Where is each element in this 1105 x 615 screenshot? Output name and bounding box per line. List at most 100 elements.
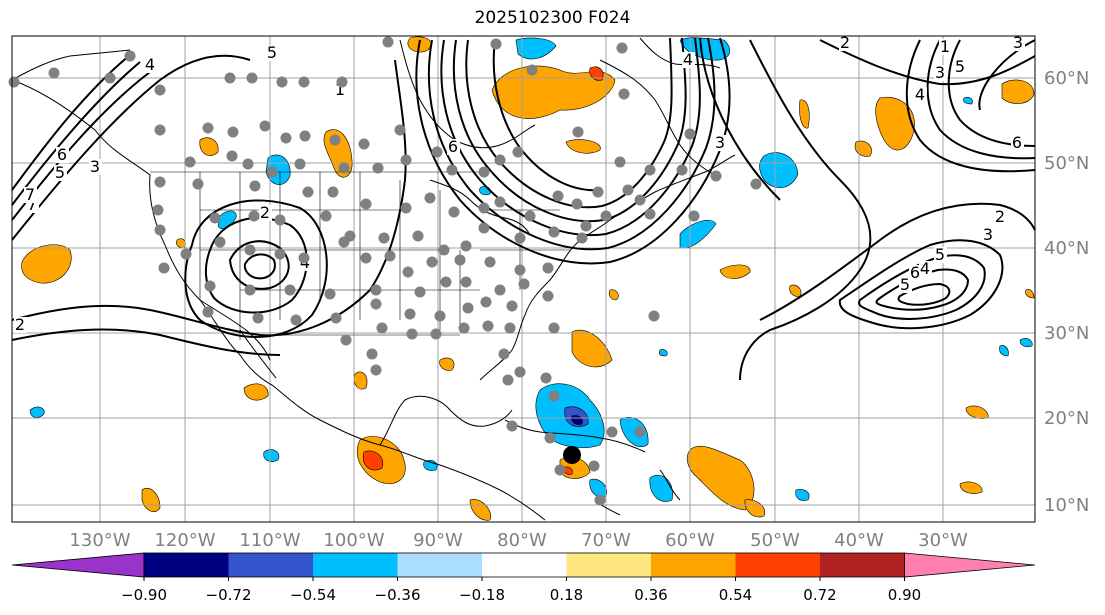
station-dot <box>494 154 506 166</box>
latitude-label: 50°N <box>1044 153 1089 174</box>
contour-label: 3 <box>1013 33 1023 52</box>
positive-anomaly-patch <box>589 66 604 81</box>
colorbar-labels: −0.90 −0.72 −0.54 −0.36 −0.18 0.18 0.36 0.54 0.7… <box>121 577 921 604</box>
station-dot <box>394 124 406 136</box>
station-dot <box>202 122 214 134</box>
station-dot <box>402 266 414 278</box>
station-dot <box>298 76 310 88</box>
latitude-label: 10°N <box>1044 495 1089 516</box>
contour-label: 7 <box>25 185 35 204</box>
contour-label: 2 <box>840 33 850 52</box>
colorbar-segment <box>820 553 905 577</box>
contour-label-layer: 567431226435364565432123754 <box>14 33 1025 334</box>
station-dot <box>104 72 116 84</box>
station-dot <box>524 210 536 222</box>
contour-label-bg <box>982 227 995 243</box>
station-dot <box>594 494 606 506</box>
positive-anomaly-patch <box>608 289 619 301</box>
contour-label: 5 <box>935 245 945 264</box>
contour-label: 6 <box>57 145 67 164</box>
contour-label-bg <box>899 277 912 293</box>
station-dot <box>378 232 390 244</box>
positive-anomaly-patch <box>362 450 384 471</box>
station-dot <box>192 178 204 190</box>
contour-label-bg <box>682 52 695 68</box>
station-dot <box>478 166 490 178</box>
station-dot <box>209 212 221 224</box>
colorbar-label: 0.18 <box>550 586 583 604</box>
station-dot <box>152 204 164 216</box>
colorbar-segment <box>482 553 567 577</box>
longitude-label: 40°W <box>834 530 884 551</box>
contour-label-bg <box>56 147 69 163</box>
station-dot <box>298 252 310 264</box>
storm-center-marker <box>563 446 581 464</box>
negative-anomaly-patch <box>29 406 45 418</box>
station-dot <box>274 248 286 260</box>
contour-label-bg <box>259 205 272 221</box>
station-dot <box>290 314 302 326</box>
station-dot <box>431 146 443 158</box>
station-dot <box>614 156 626 168</box>
negative-anomaly-patch <box>963 96 973 105</box>
positive-anomaly-patch <box>439 357 455 371</box>
station-dot <box>48 67 60 79</box>
station-dot <box>622 184 634 196</box>
negative-anomaly-patch <box>217 210 237 230</box>
station-dot <box>414 286 426 298</box>
contour-label-bg <box>994 209 1007 225</box>
station-dot <box>484 256 496 268</box>
longitude-labels: 130°W 120°W 110°W 100°W 90°W 80°W 70°W 60°W 50°W… <box>69 530 968 551</box>
contour-label-bg <box>914 87 927 103</box>
station-dot <box>710 170 722 182</box>
contour-label: 2 <box>995 207 1005 226</box>
contour-label: 6 <box>1012 133 1022 152</box>
latitude-label: 60°N <box>1044 68 1089 89</box>
station-dot <box>498 348 510 360</box>
station-dot <box>382 36 394 48</box>
contour-label: 4 <box>683 50 693 69</box>
contour-label-bg <box>714 135 727 151</box>
colorbar-label: −0.54 <box>290 586 336 604</box>
colorbar-label: −0.18 <box>459 586 505 604</box>
station-dot <box>504 322 516 334</box>
negative-anomaly-patch <box>759 152 799 188</box>
station-dot <box>548 226 560 238</box>
station-dot <box>426 256 438 268</box>
latitude-label: 40°N <box>1044 238 1089 259</box>
station-dot <box>284 284 296 296</box>
contour-label-bg <box>909 265 922 281</box>
colorbar-segment <box>735 553 820 577</box>
longitude-label: 100°W <box>323 530 384 551</box>
contour-label-bg <box>934 65 947 81</box>
negative-anomaly-patch <box>658 349 668 357</box>
contour-label-bg <box>1011 135 1024 151</box>
station-dot <box>554 464 566 476</box>
longitude-label: 60°W <box>665 530 715 551</box>
colorbar-segment <box>313 553 398 577</box>
station-dot <box>588 460 600 472</box>
station-dot <box>634 426 646 438</box>
positive-anomaly-patch <box>243 383 269 401</box>
station-dot <box>154 224 166 236</box>
contour-label: 7 <box>27 195 37 214</box>
contour-label-bg <box>1012 35 1025 51</box>
contour-label-bg <box>144 57 157 73</box>
contour-label-bg <box>939 39 952 55</box>
station-dot <box>600 210 612 222</box>
station-dot <box>502 374 514 386</box>
colorbar-label: −0.36 <box>375 586 421 604</box>
contour-label-bg <box>14 317 27 333</box>
negative-anomaly-patch <box>795 489 810 501</box>
station-dot <box>548 390 560 402</box>
positive-anomaly-patch <box>799 99 810 129</box>
station-dot <box>180 248 192 260</box>
longitude-label: 30°W <box>918 530 968 551</box>
positive-anomaly-patch <box>565 139 601 154</box>
contour-label: 6 <box>910 263 920 282</box>
station-dots-layer <box>8 36 762 506</box>
station-dot <box>400 202 412 214</box>
colorbar-min-arrow <box>11 552 145 578</box>
station-dot <box>226 150 238 162</box>
station-dot <box>544 432 556 444</box>
